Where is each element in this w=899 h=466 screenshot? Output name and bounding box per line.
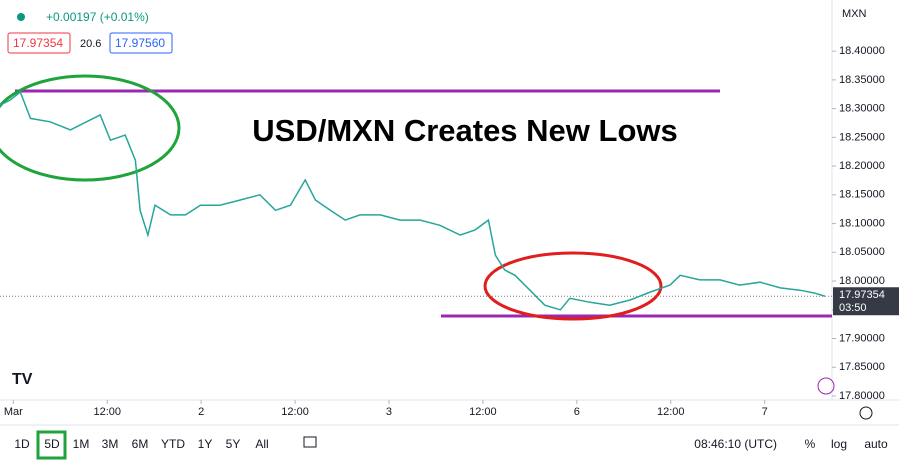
x-tick-label: 12:00 (657, 406, 685, 418)
y-tick-label: 18.20000 (839, 160, 885, 172)
y-tick-label: 18.40000 (839, 45, 885, 57)
y-tick-label: 17.80000 (839, 390, 885, 402)
x-tick-label: 12:00 (281, 406, 309, 418)
range-button[interactable]: 3M (102, 437, 119, 451)
range-button[interactable]: 6M (132, 437, 149, 451)
status-dot (17, 13, 25, 21)
x-tick-label: 12:00 (469, 406, 497, 418)
y-tick-label: 18.15000 (839, 189, 885, 201)
scale-option[interactable]: auto (864, 437, 888, 451)
change: +0.00197 (+0.01%) (46, 10, 149, 24)
alert-icon[interactable] (817, 377, 835, 395)
highlight-ellipse (483, 251, 663, 321)
scale-option[interactable]: log (831, 437, 847, 451)
range-button[interactable]: YTD (161, 437, 185, 451)
y-tick-label: 17.90000 (839, 332, 885, 344)
range-button[interactable]: 1Y (198, 437, 213, 451)
currency[interactable]: MXN (842, 8, 867, 20)
ask-box[interactable] (109, 32, 173, 54)
annotation-title: USD/MXN Creates New Lows (252, 113, 678, 148)
clock: 08:46:10 (UTC) (694, 437, 777, 451)
range-button[interactable]: 5Y (226, 437, 241, 451)
price-line (0, 90, 826, 311)
x-tick-label: 2 (198, 406, 204, 418)
range-button[interactable]: 1M (73, 437, 90, 451)
logo: TV (12, 371, 33, 388)
y-tick-label: 18.25000 (839, 131, 885, 143)
y-tick-label: 18.00000 (839, 275, 885, 287)
settings-icon[interactable] (859, 406, 873, 420)
range-button[interactable]: 1D (14, 437, 30, 451)
x-tick-label: 3 (386, 406, 392, 418)
x-tick-label: 7 (762, 406, 768, 418)
y-tick-label: 18.10000 (839, 217, 885, 229)
y-tick-label: 18.05000 (839, 246, 885, 258)
y-tick-label: 18.35000 (839, 74, 885, 86)
bid-box[interactable] (7, 32, 71, 54)
y-tick-label: 17.85000 (839, 361, 885, 373)
x-tick-label: Mar (4, 406, 23, 418)
ask: 17.97560 (115, 36, 165, 50)
selected-range-box (36, 430, 67, 460)
last-price-box (833, 287, 899, 316)
date-range-icon[interactable] (303, 436, 317, 448)
range-button[interactable]: 5D (44, 437, 60, 451)
range-button[interactable]: All (255, 437, 268, 451)
y-tick-label: 18.30000 (839, 103, 885, 115)
last-price-label: 17.97354 (839, 289, 885, 301)
plot (0, 90, 832, 311)
x-tick-label: 6 (574, 406, 580, 418)
countdown: 03:50 (839, 302, 867, 314)
x-tick-label: 12:00 (93, 406, 121, 418)
spread: 20.6 (80, 38, 101, 50)
bid: 17.97354 (13, 36, 63, 50)
highlight-ellipse (0, 74, 181, 182)
scale-option[interactable]: % (805, 437, 816, 451)
